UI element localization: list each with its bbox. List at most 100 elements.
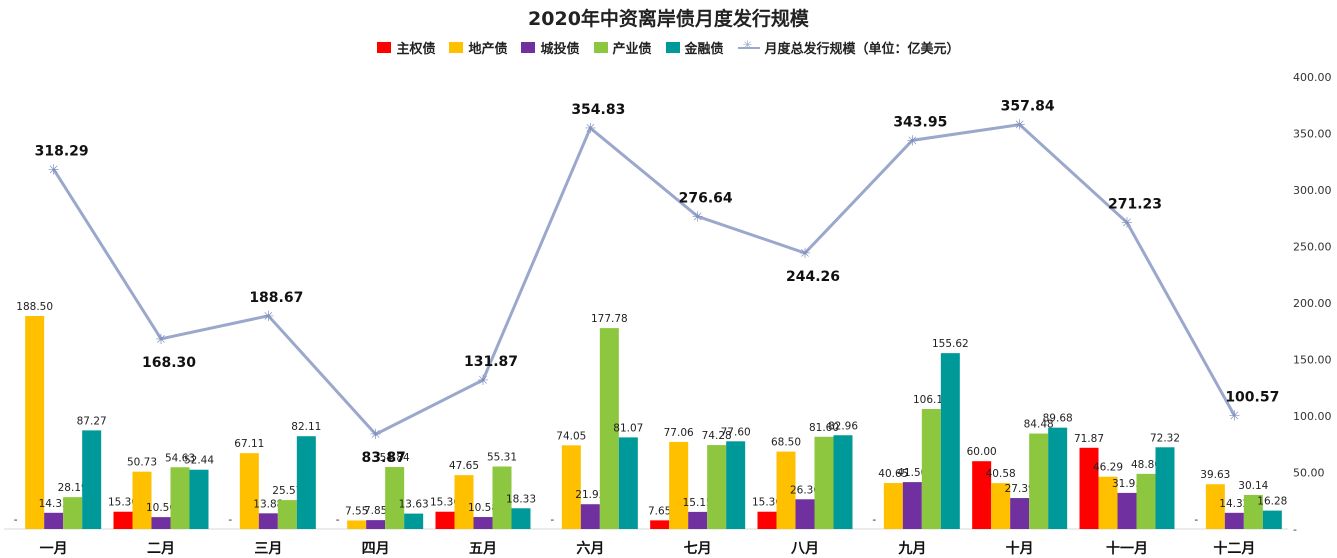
bar-11-2 <box>1224 512 1244 529</box>
bar-label: 155.62 <box>932 338 969 350</box>
bar-label: 18.33 <box>506 493 536 505</box>
bar-10-4 <box>1155 447 1175 529</box>
bar-3-4 <box>404 513 424 529</box>
total-point-marker: ✳ <box>370 427 382 443</box>
bar-label: - <box>872 514 876 526</box>
bar-label: 55.31 <box>487 451 517 463</box>
bar-label: 15.30 <box>430 497 460 509</box>
category-label: 十月 <box>1006 540 1034 557</box>
legend-line-swatch <box>737 38 760 52</box>
legend-swatch <box>377 42 392 53</box>
bar-label: 81.60 <box>809 422 839 434</box>
bar-10-3 <box>1136 473 1156 529</box>
bar-label: 7.55 <box>345 505 368 517</box>
total-label: 83.87 <box>362 450 406 466</box>
bar-label: 7.85 <box>364 505 387 517</box>
total-point-marker: ✳ <box>477 373 489 389</box>
bar-6-4 <box>726 441 746 529</box>
bar-label: 14.33 <box>39 498 69 510</box>
bar-1-4 <box>189 469 209 529</box>
category-label: 四月 <box>362 541 390 557</box>
y-tick-label: 100.00 <box>1293 410 1332 423</box>
bar-label: - <box>228 514 232 526</box>
total-label: 131.87 <box>464 354 518 370</box>
total-point-marker: ✳ <box>48 162 60 178</box>
bar-label: 26.30 <box>790 484 820 496</box>
bar-label: 68.50 <box>771 437 801 449</box>
bar-0-1 <box>25 315 45 529</box>
bar-5-3 <box>599 328 619 529</box>
total-point-marker: ✳ <box>1014 118 1026 134</box>
bar-9-3 <box>1029 433 1049 529</box>
bar-9-0 <box>972 461 992 529</box>
bar-label: 7.65 <box>648 505 671 517</box>
bar-label: 74.05 <box>556 430 586 442</box>
bar-label: 30.14 <box>1238 480 1268 492</box>
bar-0-2 <box>44 512 64 529</box>
total-line <box>52 123 1236 437</box>
bar-label: 188.50 <box>16 301 53 313</box>
bar-10-1 <box>1098 476 1118 529</box>
legend-label: 月度总发行规模（单位：亿美元） <box>764 42 960 57</box>
bar-label: 84.48 <box>1024 419 1054 431</box>
total-point-marker: ✳ <box>262 309 274 325</box>
bar-label: 177.78 <box>591 313 628 325</box>
legend-item-1: 地产债 <box>449 38 507 57</box>
total-point-marker: ✳ <box>1228 408 1240 424</box>
legend-swatch <box>521 42 536 53</box>
bar-label: 10.50 <box>146 502 176 514</box>
bar-7-3 <box>814 436 834 529</box>
category-label: 九月 <box>897 541 926 557</box>
bar-label: 39.63 <box>1200 469 1230 481</box>
legend-item-3: 产业债 <box>593 38 652 57</box>
bar-2-2 <box>258 513 278 529</box>
total-label: 343.95 <box>893 114 947 130</box>
bar-label: 16.28 <box>1257 496 1287 508</box>
bar-label: 54.63 <box>165 452 195 464</box>
total-label: 271.23 <box>1108 197 1162 213</box>
total-label: 168.30 <box>142 355 196 371</box>
bar-4-0 <box>435 511 455 529</box>
bar-2-4 <box>296 436 316 529</box>
bar-label: 48.80 <box>1131 459 1161 471</box>
bar-label: 13.88 <box>253 498 283 510</box>
legend-label: 主权债 <box>396 42 436 57</box>
bar-label: 28.19 <box>58 482 88 494</box>
bar-label: 52.44 <box>184 455 214 467</box>
bar-label: 74.28 <box>702 430 732 442</box>
legend-item-4: 金融债 <box>665 38 724 57</box>
y-tick-label: 350.00 <box>1293 128 1332 141</box>
bar-4-3 <box>492 466 512 529</box>
bar-label: 13.63 <box>399 499 429 511</box>
bar-label: 82.96 <box>828 420 858 432</box>
legend-item-0: 主权债 <box>377 38 435 57</box>
bar-7-0 <box>757 511 777 529</box>
legend-label: 地产债 <box>468 42 508 57</box>
legend-swatch <box>665 42 680 53</box>
bar-label: 82.11 <box>291 421 321 433</box>
bar-label: 15.15 <box>683 497 713 509</box>
bar-label: 89.68 <box>1043 413 1073 425</box>
y-tick-label: 400.00 <box>1293 71 1332 84</box>
total-label: 276.64 <box>679 190 733 206</box>
total-label: 354.83 <box>571 102 625 118</box>
bar-5-4 <box>618 437 638 529</box>
bar-label: - <box>1194 514 1198 526</box>
bar-6-3 <box>707 445 727 529</box>
category-label: 一月 <box>40 541 68 557</box>
bar-label: 67.11 <box>234 438 264 450</box>
bar-10-0 <box>1079 447 1099 529</box>
bar-5-2 <box>580 504 600 529</box>
bar-label: 81.07 <box>613 422 643 434</box>
bar-11-3 <box>1243 494 1263 529</box>
legend-label: 金融债 <box>684 42 724 57</box>
bar-7-2 <box>795 499 815 529</box>
total-label: 188.67 <box>249 290 303 306</box>
bar-label: 21.93 <box>575 489 605 501</box>
bar-1-1 <box>132 471 152 529</box>
bar-8-2 <box>902 482 922 529</box>
bar-label: 27.39 <box>1005 483 1035 495</box>
total-point-marker: ✳ <box>584 121 596 137</box>
bar-5-1 <box>561 445 581 529</box>
total-point-marker: ✳ <box>692 209 704 225</box>
